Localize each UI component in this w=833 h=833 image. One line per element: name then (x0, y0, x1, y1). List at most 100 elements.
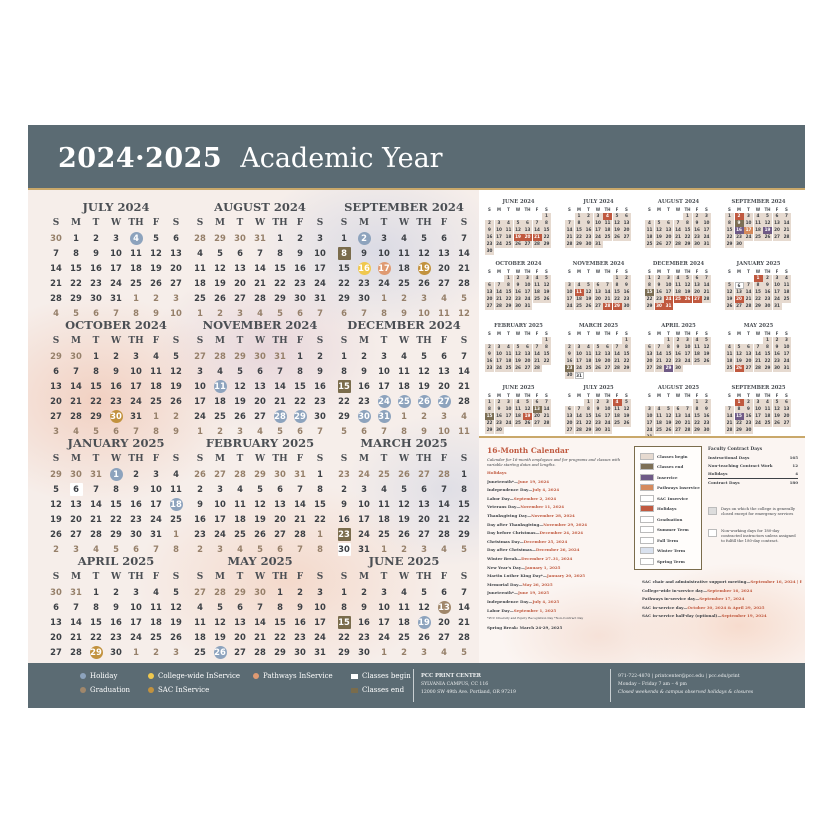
day-number: 27 (438, 632, 450, 642)
mini-day: 19 (734, 358, 744, 365)
day-cell: 11 (190, 615, 210, 630)
day-cell: 6 (270, 482, 290, 497)
day-number: 2 (153, 647, 159, 657)
mini-day: 8 (753, 282, 763, 289)
mini-day: 29 (692, 427, 702, 434)
day-number: 9 (153, 308, 159, 318)
day-number: 8 (461, 484, 467, 494)
day-cell: 9 (106, 600, 126, 615)
mini-day: 6 (645, 344, 654, 351)
day-cell: 21 (290, 512, 310, 527)
day-cell: 9 (190, 497, 210, 512)
day-cell: 3 (46, 424, 66, 439)
mini-day: 21 (782, 227, 791, 234)
weekday-header: S (196, 336, 204, 346)
mini-day: 30 (734, 241, 744, 248)
mini-day: 20 (645, 358, 654, 365)
day-number: 4 (93, 544, 99, 554)
mini-weekday: TH (764, 269, 771, 274)
month-calendar: JANUARY 2025 S M T W TH F S 29 30 31 1 2 3 4 5 6 7 8 9 10 11 1… (46, 436, 186, 557)
print-center-name: PCC PRINT CENTER (421, 673, 481, 679)
mini-day: 16 (485, 234, 494, 241)
mini-day: 15 (612, 289, 622, 296)
day-cell: 6 (434, 349, 454, 364)
mini-day: 12 (664, 413, 673, 420)
day-number: 4 (237, 544, 243, 554)
day-number: 5 (277, 426, 283, 436)
day-cell: 2 (146, 645, 166, 660)
mini-weekday: F (695, 269, 699, 274)
day-number: 20 (234, 632, 246, 642)
mini-day: 20 (664, 234, 673, 241)
day-cell: 4 (250, 424, 270, 439)
day-cell: 4 (394, 585, 414, 600)
day-cell: 1 (334, 349, 354, 364)
mini-day: 6 (734, 282, 744, 289)
footer-band: PCC PRINT CENTER SYLVANIA CAMPUS, CC 116… (28, 663, 805, 708)
mini-day: 21 (532, 358, 542, 365)
month-day-grid: S M T W TH F S 28 29 30 31 1 2 3 4 5 6 7 8 9 10 11 12 13 14 15 16 1… (190, 216, 330, 321)
mini-day: 16 (565, 358, 574, 365)
mini-empty-cell (744, 337, 753, 344)
day-cell: 7 (310, 306, 330, 321)
day-cell: 28 (250, 645, 270, 660)
note-swatch (708, 529, 717, 537)
day-number: 6 (277, 544, 283, 554)
day-cell: 7 (106, 306, 126, 321)
mini-day: 1 (542, 213, 551, 220)
mini-day: 21 (565, 234, 574, 241)
day-cell: 10 (106, 246, 126, 261)
footer-legend-item: Pathways InService (253, 672, 333, 680)
weekday-header: T (236, 572, 244, 582)
day-number: 25 (170, 514, 182, 524)
mini-weekday: TH (684, 269, 691, 274)
month-calendar: JULY 2024 S M T W TH F S 30 1 2 3 4 5 6 7 8 9 10 11 12 13 14 15… (46, 200, 186, 321)
weekday-header: S (172, 218, 180, 228)
day-number: 4 (441, 647, 447, 657)
holiday-item: Labor Day—September 1, 2025 (487, 607, 557, 613)
day-cell: 5 (454, 542, 474, 557)
weekday-header: F (152, 572, 160, 582)
day-number: 31 (150, 529, 162, 539)
day-cell: 25 (374, 527, 394, 542)
mini-day-grid: S M T W TH F S 1 2 3 4 5 6 7 8 9 10 11 12 13 14 15 16 17 18 19 20 2… (725, 206, 792, 248)
day-cell: 2 (290, 585, 310, 600)
day-number: 23 (110, 396, 122, 406)
mini-day: 19 (612, 227, 622, 234)
day-cell: 19 (414, 261, 434, 276)
weekday-header: F (152, 218, 160, 228)
mini-day: 29 (645, 303, 654, 310)
day-number: 7 (113, 308, 119, 318)
day-cell: 18 (126, 261, 146, 276)
day-cell: 11 (210, 379, 230, 394)
day-cell: 24 (374, 394, 394, 409)
mini-day-grid: S M T W TH F S 1 2 3 4 5 6 7 8 9 10 11 12 13 14 15 16 17 18 19 20 2… (565, 206, 632, 248)
holiday-name: Labor Day (487, 495, 510, 501)
mini-day: 23 (673, 358, 683, 365)
mini-day: 19 (542, 289, 551, 296)
day-number: 6 (441, 587, 447, 597)
day-number: 18 (398, 263, 410, 273)
day-number: 10 (358, 499, 370, 509)
day-cell: 29 (86, 409, 106, 424)
day-number: 11 (170, 484, 182, 494)
contract-value: 4 (795, 471, 798, 476)
mini-day: 23 (654, 296, 664, 303)
mini-day: 10 (494, 227, 504, 234)
day-number: 1 (297, 351, 303, 361)
mini-day: 10 (593, 220, 603, 227)
print-center-contact[interactable]: 971-722-4870 | printcenter@pcc.edu | pcc… (618, 674, 740, 679)
day-cell: 19 (166, 379, 186, 394)
day-cell: 2 (166, 409, 186, 424)
mini-empty-cell (645, 337, 654, 344)
day-number: 29 (90, 411, 102, 421)
day-number: 4 (153, 351, 159, 361)
footer-legend-swatch (80, 687, 86, 693)
day-number: 4 (441, 293, 447, 303)
day-number: 24 (314, 278, 326, 288)
mini-day: 19 (622, 413, 631, 420)
day-number: 17 (214, 514, 226, 524)
day-cell: 10 (310, 600, 330, 615)
mini-day: 23 (565, 365, 574, 372)
day-cell: 5 (414, 231, 434, 246)
